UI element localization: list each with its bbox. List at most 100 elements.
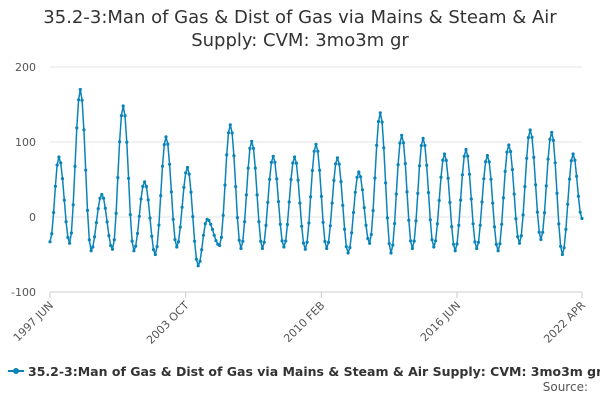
data-point	[118, 140, 122, 144]
data-point	[541, 230, 545, 234]
data-point	[221, 213, 225, 217]
data-point	[417, 164, 422, 168]
data-point	[209, 222, 213, 226]
data-point	[542, 211, 547, 215]
data-point	[275, 177, 279, 181]
data-point	[387, 242, 391, 246]
data-point	[316, 149, 320, 153]
data-point	[550, 130, 554, 134]
data-point	[237, 238, 241, 242]
x-tick-label: 1997 JUN	[11, 299, 56, 344]
data-point	[144, 185, 148, 189]
data-point	[301, 241, 306, 245]
data-point	[539, 237, 543, 242]
data-point	[48, 240, 52, 244]
data-point	[203, 222, 207, 226]
data-point	[446, 176, 450, 180]
data-point	[266, 200, 270, 204]
legend[interactable]: 35.2-3:Man of Gas & Dist of Gas via Main…	[8, 363, 600, 379]
data-point	[314, 142, 318, 146]
data-point	[62, 198, 66, 202]
data-point	[467, 172, 472, 176]
data-point	[225, 153, 229, 157]
data-point	[162, 143, 166, 147]
data-point	[141, 184, 145, 188]
data-point	[451, 242, 456, 246]
data-point	[532, 155, 536, 159]
data-point	[334, 162, 338, 166]
data-point	[194, 257, 198, 261]
data-point	[350, 231, 354, 235]
data-point	[517, 241, 522, 245]
data-point	[57, 155, 61, 159]
data-point	[389, 251, 393, 255]
y-tick-label: -100	[11, 286, 36, 299]
data-point	[382, 146, 386, 150]
data-point	[548, 137, 552, 141]
x-tick-label: 2003 OCT	[144, 299, 192, 347]
data-point	[112, 238, 116, 242]
data-point	[259, 239, 263, 243]
data-point	[364, 223, 368, 227]
data-point	[409, 239, 413, 243]
data-point	[484, 160, 488, 164]
data-point	[310, 168, 314, 173]
data-point	[510, 168, 514, 172]
data-point	[385, 216, 389, 220]
data-point	[139, 197, 143, 201]
data-point	[375, 143, 379, 147]
data-point	[576, 194, 581, 198]
data-point	[551, 138, 556, 142]
data-point	[82, 128, 86, 132]
data-point	[343, 227, 347, 231]
data-point	[271, 154, 275, 158]
data-point	[330, 201, 334, 205]
data-point	[50, 232, 54, 236]
chart-title-line-2: Supply: CVM: 3mo3m gr	[191, 30, 409, 51]
data-point	[52, 210, 56, 215]
chart-title-line-1: 35.2-3:Man of Gas & Dist of Gas via Main…	[43, 7, 557, 28]
data-point	[564, 227, 568, 231]
data-point	[362, 206, 366, 210]
data-point	[355, 175, 359, 179]
data-point	[491, 201, 495, 205]
data-point	[351, 210, 356, 215]
data-point	[239, 246, 243, 251]
data-point	[494, 242, 498, 246]
data-point	[435, 222, 439, 226]
data-point	[191, 215, 195, 219]
data-point	[439, 175, 443, 179]
data-point	[430, 238, 434, 242]
data-point	[268, 177, 272, 181]
data-point	[464, 147, 468, 152]
data-point	[168, 162, 172, 166]
data-point	[459, 198, 463, 202]
data-point	[525, 156, 529, 160]
data-point	[360, 188, 364, 192]
data-point	[169, 190, 173, 194]
data-point	[309, 195, 313, 199]
data-point	[103, 206, 107, 210]
data-point	[312, 149, 316, 153]
data-point	[196, 264, 200, 268]
data-point	[55, 163, 59, 167]
data-point	[575, 174, 579, 178]
data-point	[293, 155, 297, 159]
data-point	[184, 171, 188, 175]
data-point	[507, 143, 511, 147]
series	[48, 87, 584, 268]
data-point	[287, 200, 291, 204]
data-point	[335, 156, 339, 160]
data-point	[498, 242, 502, 246]
data-point	[567, 177, 572, 181]
data-point	[269, 160, 273, 164]
data-point	[127, 176, 131, 180]
chart-title: 35.2-3:Man of Gas & Dist of Gas via Main…	[0, 6, 600, 52]
data-point	[509, 150, 513, 154]
data-point	[300, 224, 304, 228]
data-point	[337, 162, 341, 166]
data-point	[500, 222, 504, 226]
data-point	[246, 166, 250, 170]
data-point	[450, 225, 454, 229]
